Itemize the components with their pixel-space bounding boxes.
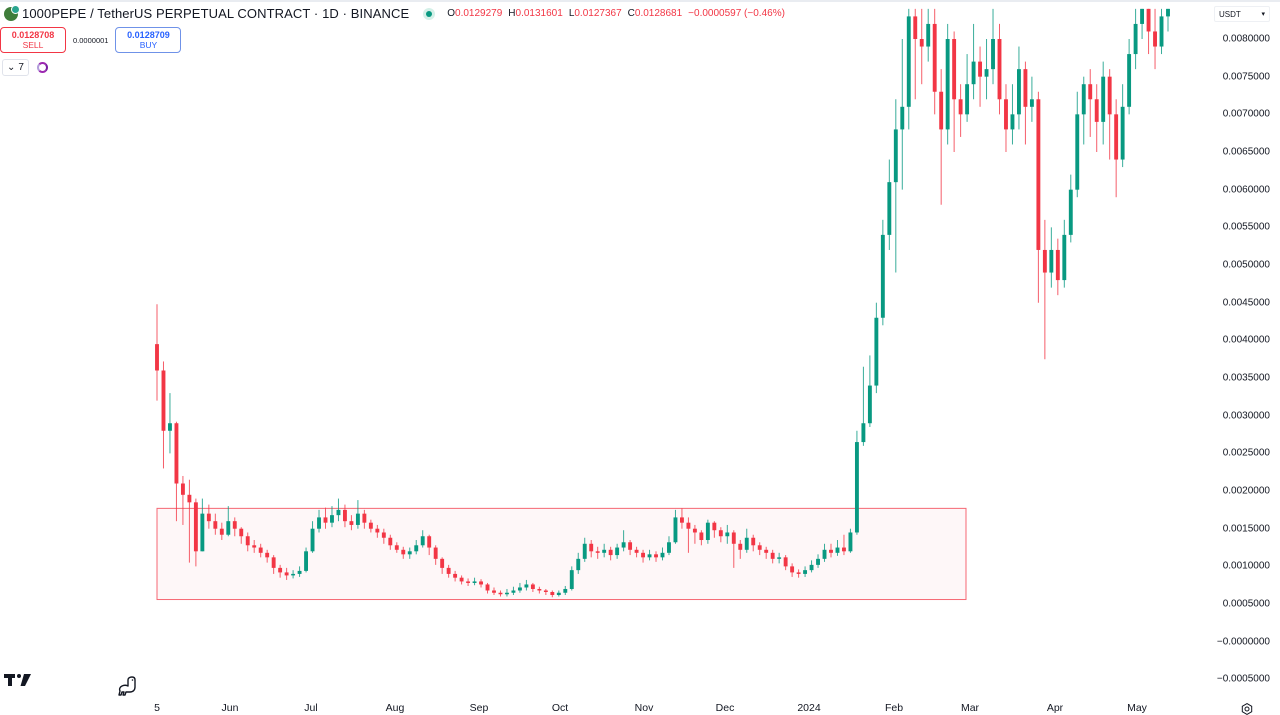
price-scale[interactable]: 0.0080000 0.0075000 0.0070000 0.0065000 0.00… <box>1211 0 1280 695</box>
time-label: Sep <box>469 702 489 714</box>
indicators-row: ⌄ 7 <box>2 59 48 76</box>
close-value: 0.0128681 <box>634 8 683 19</box>
high-value: 0.0131601 <box>515 8 563 19</box>
price-label: 0.0020000 <box>1222 485 1270 497</box>
currency-label: USDT <box>1219 9 1241 19</box>
market-open-status-icon[interactable] <box>423 7 436 20</box>
price-label: 0.0015000 <box>1222 523 1270 535</box>
time-label: Jul <box>304 702 318 714</box>
low-label: L <box>568 8 575 19</box>
time-label: May <box>1127 702 1147 714</box>
symbol-logo-icon <box>4 4 20 21</box>
ohlc-values: O0.0129279 H0.0131601 L0.0127367 C0.0128… <box>447 8 785 19</box>
time-label: Nov <box>634 702 654 714</box>
currency-selector[interactable]: USDT ▾ <box>1214 6 1270 22</box>
price-label: 0.0005000 <box>1222 598 1270 610</box>
top-border <box>0 0 1280 2</box>
candlestick-series <box>155 8 1170 598</box>
time-label: Oct <box>551 702 569 714</box>
price-label: 0.0010000 <box>1222 560 1270 572</box>
time-label: Apr <box>1046 702 1064 714</box>
sell-button[interactable]: 0.0128708 SELL <box>0 27 66 53</box>
low-value: 0.0127367 <box>574 8 622 19</box>
time-scale[interactable]: 5 Jun Jul Aug Sep Oct Nov Dec 2024 Feb Mar Apr May <box>0 697 1211 715</box>
close-label: C <box>627 8 635 19</box>
open-value: 0.0129279 <box>455 8 503 19</box>
price-label: −0.0005000 <box>1216 673 1270 685</box>
trade-panel: 0.0128708 SELL 0.0000001 0.0128709 BUY <box>0 27 182 53</box>
price-label: 0.0065000 <box>1222 146 1270 158</box>
buy-button[interactable]: 0.0128709 BUY <box>115 27 182 53</box>
price-label: 0.0075000 <box>1222 71 1270 83</box>
price-label: 0.0080000 <box>1222 33 1270 45</box>
buy-label: BUY <box>139 40 158 50</box>
indicators-collapse-toggle[interactable]: ⌄ 7 <box>2 59 29 76</box>
time-label: Mar <box>960 702 980 714</box>
indicators-count: 7 <box>18 62 24 73</box>
time-label: Aug <box>385 702 405 714</box>
time-label: Feb <box>884 702 904 714</box>
chevron-down-icon: ⌄ <box>7 62 16 73</box>
tradingview-logo[interactable] <box>4 673 32 691</box>
high-label: H <box>508 8 516 19</box>
time-label: Jun <box>221 702 239 714</box>
price-label: 0.0035000 <box>1222 372 1270 384</box>
spread-value: 0.0000001 <box>73 35 109 45</box>
time-label: 5 <box>154 702 160 714</box>
chart-canvas[interactable] <box>0 0 1211 697</box>
time-label: 2024 <box>797 702 821 714</box>
price-label: 0.0060000 <box>1222 184 1270 196</box>
price-label: 0.0030000 <box>1222 410 1270 422</box>
price-label: 0.0025000 <box>1222 447 1270 459</box>
price-label: 0.0040000 <box>1222 334 1270 346</box>
chevron-down-icon: ▾ <box>1261 11 1265 18</box>
price-label: 0.0045000 <box>1222 297 1270 309</box>
gear-icon[interactable] <box>1241 703 1253 715</box>
price-label: 0.0050000 <box>1222 259 1270 271</box>
tradingview-logo-icon <box>4 674 31 686</box>
symbol-title[interactable]: 1000PEPE / TetherUS PERPETUAL CONTRACT ·… <box>22 6 410 21</box>
sell-price: 0.0128708 <box>11 30 55 40</box>
chart-legend: 1000PEPE / TetherUS PERPETUAL CONTRACT ·… <box>4 4 785 21</box>
time-label: Dec <box>715 702 735 714</box>
buy-price: 0.0128709 <box>127 30 170 40</box>
change-value: −0.0000597 (−0.46%) <box>688 8 785 19</box>
dino-icon[interactable] <box>117 675 139 697</box>
price-label: −0.0000000 <box>1216 636 1270 648</box>
sync-icon[interactable] <box>36 62 48 73</box>
sell-label: SELL <box>22 40 44 50</box>
price-label: 0.0070000 <box>1222 108 1270 120</box>
price-label: 0.0055000 <box>1222 221 1270 233</box>
range-box[interactable] <box>156 507 967 601</box>
open-label: O <box>447 8 456 19</box>
